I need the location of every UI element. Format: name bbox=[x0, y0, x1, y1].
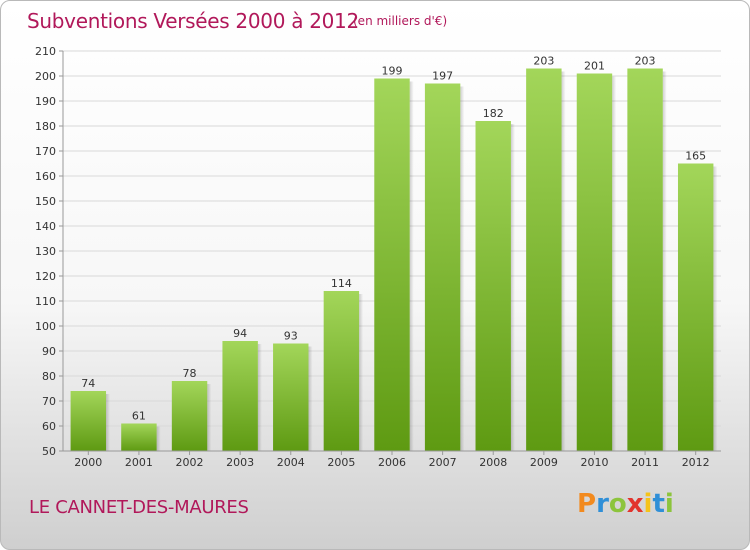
labels: 2000 74 2001 61 2002 78 2003 94 2004 93 2005 114 200… bbox=[74, 55, 709, 470]
y-tick-label: 170 bbox=[35, 145, 56, 158]
y-tick-label: 130 bbox=[35, 245, 56, 258]
logo-letter: P bbox=[577, 489, 597, 519]
data-label: 165 bbox=[685, 150, 706, 163]
data-label: 197 bbox=[432, 70, 453, 83]
bar-shadow bbox=[460, 86, 465, 451]
data-label: 203 bbox=[533, 55, 554, 68]
logo-letter: i bbox=[643, 489, 653, 519]
data-label: 74 bbox=[81, 377, 95, 390]
y-tick-label: 120 bbox=[35, 270, 56, 283]
bar bbox=[576, 73, 613, 451]
bar bbox=[677, 163, 714, 451]
y-tick-label: 100 bbox=[35, 320, 56, 333]
x-tick-label: 2002 bbox=[176, 456, 204, 469]
bar bbox=[222, 341, 258, 451]
x-tick-label: 2007 bbox=[429, 456, 457, 469]
bar-shadow bbox=[409, 81, 414, 451]
data-label: 201 bbox=[584, 60, 605, 73]
bar bbox=[171, 381, 208, 451]
axes: 50 60 70 80 90 100 110 120 130 140 150 160 170 180 190… bbox=[35, 45, 721, 458]
y-tick-label: 190 bbox=[35, 95, 56, 108]
bar bbox=[424, 83, 461, 451]
bar-shadow bbox=[713, 166, 718, 451]
chart-title: Subventions Versées 2000 à 2012 bbox=[27, 9, 359, 33]
y-tick-label: 150 bbox=[35, 195, 56, 208]
y-tick-label: 50 bbox=[42, 445, 56, 458]
bar-shadow bbox=[662, 71, 667, 451]
x-tick-label: 2009 bbox=[530, 456, 558, 469]
y-tick-label: 200 bbox=[35, 70, 56, 83]
data-label: 114 bbox=[331, 277, 352, 290]
data-label: 78 bbox=[183, 367, 197, 380]
y-tick-label: 70 bbox=[42, 395, 56, 408]
logo-letter: x bbox=[626, 489, 644, 519]
data-label: 94 bbox=[233, 327, 247, 340]
y-tick-label: 80 bbox=[42, 370, 56, 383]
x-tick-label: 2003 bbox=[226, 456, 254, 469]
bar bbox=[70, 391, 107, 451]
data-label: 203 bbox=[635, 55, 656, 68]
bar bbox=[121, 423, 157, 451]
x-tick-label: 2001 bbox=[125, 456, 153, 469]
x-tick-label: 2008 bbox=[479, 456, 507, 469]
bar bbox=[374, 78, 410, 451]
bars bbox=[70, 68, 718, 451]
y-tick-label: 110 bbox=[35, 295, 56, 308]
x-tick-label: 2006 bbox=[378, 456, 406, 469]
logo-letter: t bbox=[652, 489, 665, 519]
bar-shadow bbox=[308, 346, 313, 451]
data-label: 182 bbox=[483, 107, 504, 120]
data-label: 93 bbox=[284, 330, 298, 343]
bar bbox=[526, 68, 562, 451]
bar-shadow bbox=[257, 344, 262, 451]
x-tick-label: 2004 bbox=[277, 456, 305, 469]
x-tick-label: 2012 bbox=[682, 456, 710, 469]
bar bbox=[273, 343, 309, 451]
bar-shadow bbox=[561, 71, 566, 451]
y-tick-label: 160 bbox=[35, 170, 56, 183]
x-tick-label: 2000 bbox=[74, 456, 102, 469]
bar-shadow bbox=[359, 294, 364, 451]
logo-letter: r bbox=[596, 489, 609, 519]
commune-name: LE CANNET-DES-MAURES bbox=[29, 497, 249, 518]
proxiti-logo: Proxiti bbox=[577, 489, 674, 519]
bar bbox=[475, 121, 511, 451]
y-tick-label: 180 bbox=[35, 120, 56, 133]
y-tick-label: 90 bbox=[42, 345, 56, 358]
data-label: 199 bbox=[382, 65, 403, 78]
bar bbox=[627, 68, 663, 451]
logo-letter: i bbox=[664, 489, 674, 519]
chart-unit: (en milliers d'€) bbox=[353, 14, 448, 28]
data-label: 61 bbox=[132, 410, 146, 423]
bar-shadow bbox=[106, 394, 111, 451]
x-tick-label: 2005 bbox=[327, 456, 355, 469]
bar-shadow bbox=[510, 124, 515, 451]
bar-shadow bbox=[612, 76, 617, 451]
bar-shadow bbox=[156, 426, 161, 451]
y-tick-label: 140 bbox=[35, 220, 56, 233]
logo-letter: o bbox=[608, 489, 627, 519]
y-tick-label: 60 bbox=[42, 420, 56, 433]
x-tick-label: 2011 bbox=[631, 456, 659, 469]
x-tick-label: 2010 bbox=[580, 456, 608, 469]
bar bbox=[323, 291, 360, 451]
y-tick-label: 210 bbox=[35, 45, 56, 58]
bar-shadow bbox=[207, 384, 212, 451]
